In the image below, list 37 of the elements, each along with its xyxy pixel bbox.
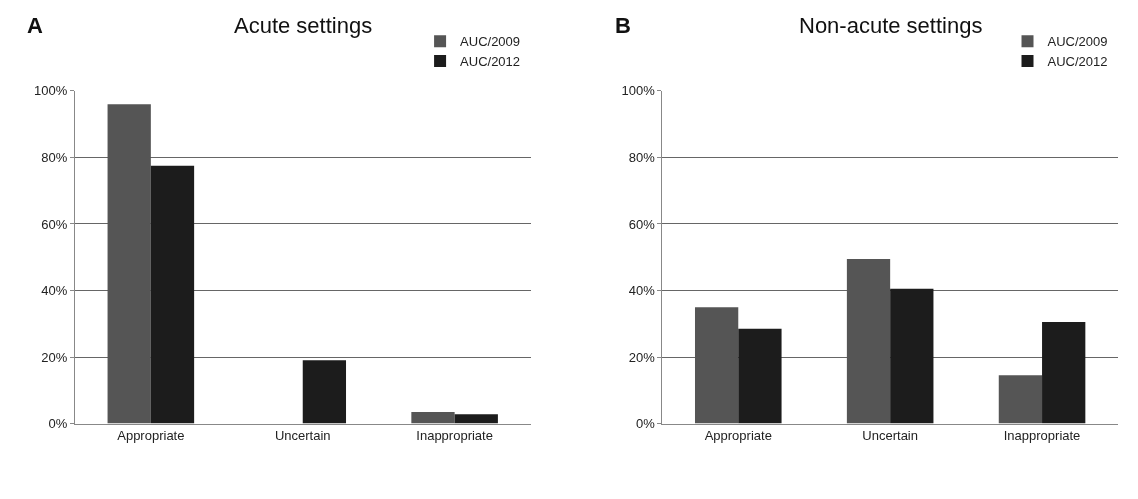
x-tick-label: Appropriate bbox=[117, 428, 185, 444]
y-tick-label: 80% bbox=[41, 150, 68, 165]
x-tick-label: Inappropriate bbox=[1003, 428, 1081, 444]
bar bbox=[998, 375, 1043, 424]
y-tick-label: 60% bbox=[628, 216, 656, 232]
y-tick-label: 40% bbox=[41, 283, 68, 299]
bar bbox=[738, 328, 782, 424]
bar bbox=[1042, 322, 1086, 424]
bar bbox=[107, 104, 151, 424]
x-tick-label: Appropriate bbox=[704, 428, 772, 444]
bar bbox=[454, 414, 498, 424]
text: A bbox=[27, 13, 43, 38]
x-tick-label: Inappropriate bbox=[416, 428, 493, 444]
bar bbox=[694, 307, 739, 424]
bar bbox=[150, 165, 195, 424]
bar bbox=[302, 360, 347, 424]
legend-label: AUC/2012 bbox=[1047, 54, 1108, 70]
y-tick-label: 100% bbox=[621, 83, 656, 99]
y-tick-label: 20% bbox=[628, 349, 656, 365]
y-tick-label: 40% bbox=[628, 283, 656, 299]
bar bbox=[846, 258, 891, 424]
y-tick-label: 80% bbox=[628, 150, 656, 165]
text: B bbox=[615, 13, 631, 38]
chart-title: Acute settings bbox=[234, 13, 373, 38]
legend-label: AUC/2012 bbox=[460, 54, 521, 70]
legend-label: AUC/2009 bbox=[1047, 34, 1108, 50]
legend-label: AUC/2009 bbox=[460, 34, 521, 50]
x-tick-label: Uncertain bbox=[274, 428, 331, 444]
y-tick-label: 60% bbox=[41, 216, 68, 232]
bar bbox=[411, 411, 455, 424]
chart-title: Non-acute settings bbox=[799, 13, 983, 38]
x-tick-label: Uncertain bbox=[862, 428, 918, 444]
y-tick-label: 0% bbox=[48, 416, 68, 432]
y-tick-label: 20% bbox=[41, 349, 68, 365]
y-tick-label: 0% bbox=[635, 416, 656, 432]
bar bbox=[890, 288, 934, 424]
y-tick-label: 100% bbox=[34, 83, 68, 99]
